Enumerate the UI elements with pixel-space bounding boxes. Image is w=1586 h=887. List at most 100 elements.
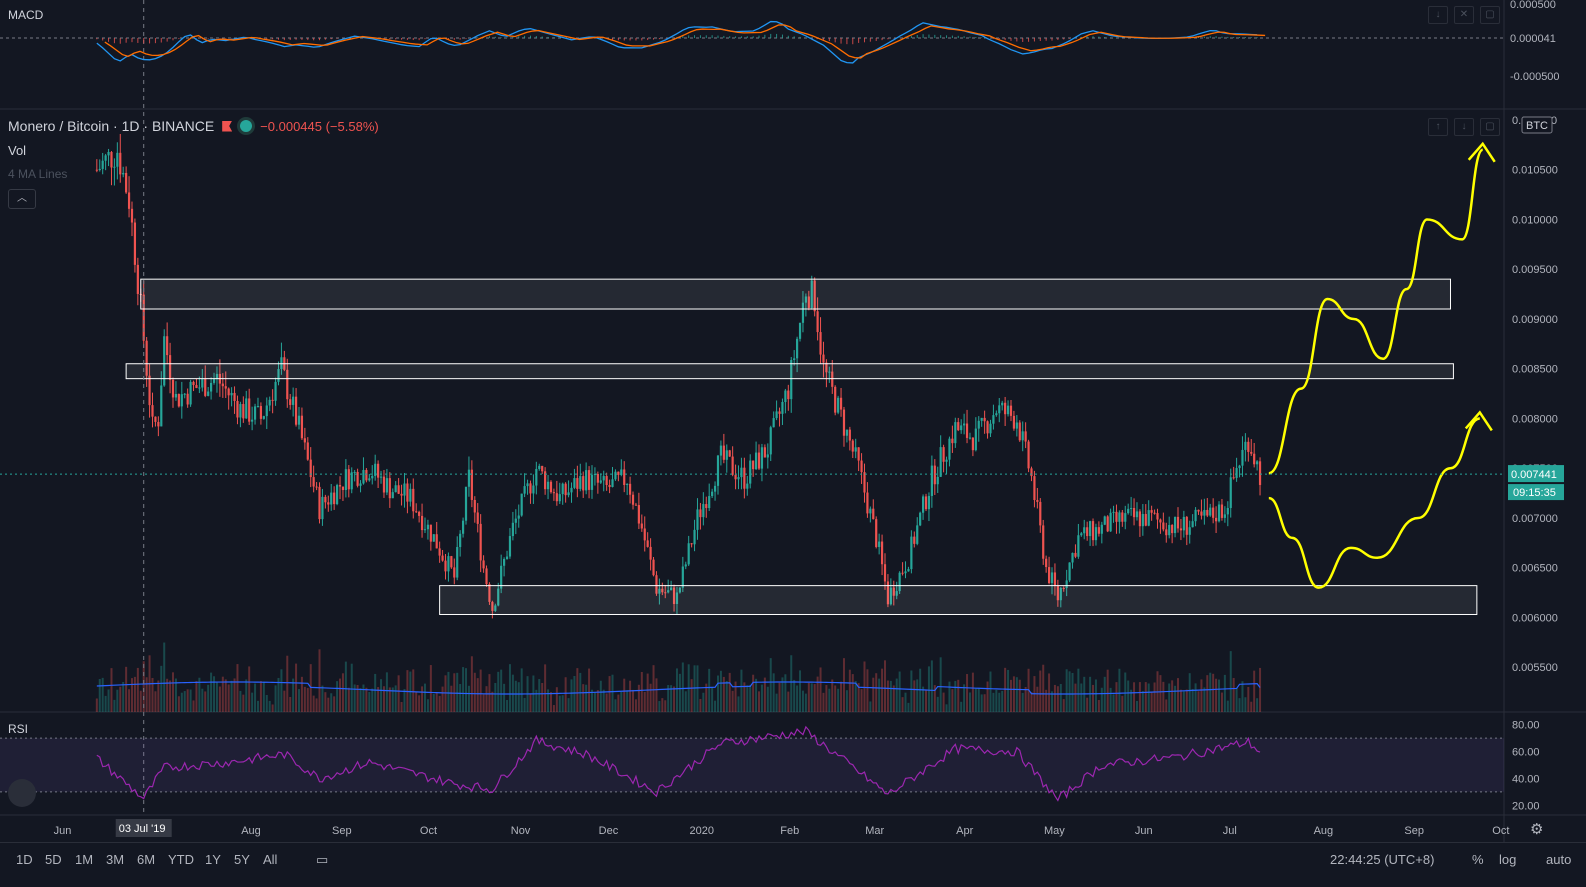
move-up-icon[interactable]: ↑ [1428,118,1448,136]
volume-bar [397,675,400,712]
volume-bar [500,669,503,712]
candle [520,493,523,516]
move-down-icon[interactable]: ↓ [1428,6,1448,24]
volume-bar [183,691,186,712]
volume-bar [286,655,289,712]
candle [854,447,857,452]
volume-bar [875,673,878,712]
volume-bar [473,672,476,712]
volume-bar [497,671,500,712]
volume-bar [1074,683,1077,712]
candle [687,543,690,565]
timeframe-1y[interactable]: 1Y [205,852,221,867]
candle [371,475,374,479]
volume-bar [664,700,667,712]
candle [365,469,368,481]
candle [661,588,664,593]
candle [488,584,491,602]
timeframe-3m[interactable]: 3M [106,852,125,867]
candle [1132,507,1136,518]
candle [716,455,720,486]
timeframe-5d[interactable]: 5D [45,852,62,867]
volume-bar [1024,686,1027,712]
volume-bar [927,666,930,712]
volume-bar [951,689,954,712]
time-tick-label: Oct [1492,825,1509,837]
timeframe-1d[interactable]: 1D [16,852,33,867]
volume-bar [169,680,172,712]
volume-bar [174,678,177,712]
tradingview-logo-icon[interactable] [8,779,36,807]
volume-bar [693,665,696,712]
candle [189,381,192,405]
volume-bar [133,676,136,712]
timeframe-5y[interactable]: 5Y [234,852,250,867]
candle [127,192,131,209]
macd-signal-line [104,24,1266,59]
candle [215,373,219,380]
volume-bar [429,665,432,712]
maximize-icon[interactable]: ▢ [1480,118,1500,136]
candle [916,525,919,544]
candle [192,381,195,386]
candle [590,474,594,490]
timeframe-1m[interactable]: 1M [75,852,94,867]
time-tick-label: Apr [956,825,973,837]
volume-bar [910,670,913,712]
candle [631,494,635,505]
volume-bar [280,669,283,712]
flag-icon[interactable] [222,120,233,132]
candle [300,415,304,439]
candle [602,476,605,481]
volume-bar [881,668,884,712]
volume-bar [1244,697,1247,712]
main-pane-controls[interactable]: ↑ ↓ ▢ [1428,118,1500,136]
volume-bar [728,672,731,712]
time-tick-label: Aug [241,825,261,837]
candle [1141,513,1144,527]
percent-toggle[interactable]: % [1472,852,1484,867]
volume-bar [872,677,875,712]
date-range-icon[interactable]: ▭ [316,852,329,867]
candle [253,406,257,420]
volume-bar [936,696,939,712]
clock[interactable]: 22:44:25 (UTC+8) [1330,852,1435,867]
maximize-icon[interactable]: ▢ [1480,6,1500,24]
candle [731,456,734,475]
volume-bar [298,689,300,712]
volume-bar [113,699,116,712]
candle [1112,511,1115,513]
ma-lines-label[interactable]: 4 MA Lines [8,167,68,181]
volume-bar [482,694,485,712]
candle [1050,572,1054,584]
candle [388,478,391,499]
close-icon[interactable]: ✕ [1454,6,1474,24]
volume-bar [198,677,201,712]
candle [1042,525,1045,559]
timeframe-6m[interactable]: 6M [137,852,156,867]
candle [713,485,717,492]
move-down-icon[interactable]: ↓ [1454,118,1474,136]
candle [968,437,972,439]
timeframe-all[interactable]: All [263,852,278,867]
candle [1165,529,1168,536]
candle [248,398,251,422]
volume-bar [649,683,652,712]
volume-label[interactable]: Vol [8,143,27,158]
collapse-legend-button[interactable]: ︿ [8,189,36,209]
candle [406,483,409,502]
auto-toggle[interactable]: auto [1546,852,1572,867]
volume-bar [1112,694,1115,712]
volume-bar [441,686,444,712]
log-toggle[interactable]: log [1499,852,1517,867]
candle [655,575,658,594]
macd-pane-controls[interactable]: ↓ ✕ ▢ [1428,6,1500,24]
timeframe-ytd[interactable]: YTD [168,852,194,867]
gear-icon[interactable]: ⚙ [1530,821,1544,838]
candle [549,481,553,493]
volume-bar [939,657,942,712]
candle [886,581,890,605]
volume-bar [1232,677,1235,712]
volume-bar [884,660,886,712]
